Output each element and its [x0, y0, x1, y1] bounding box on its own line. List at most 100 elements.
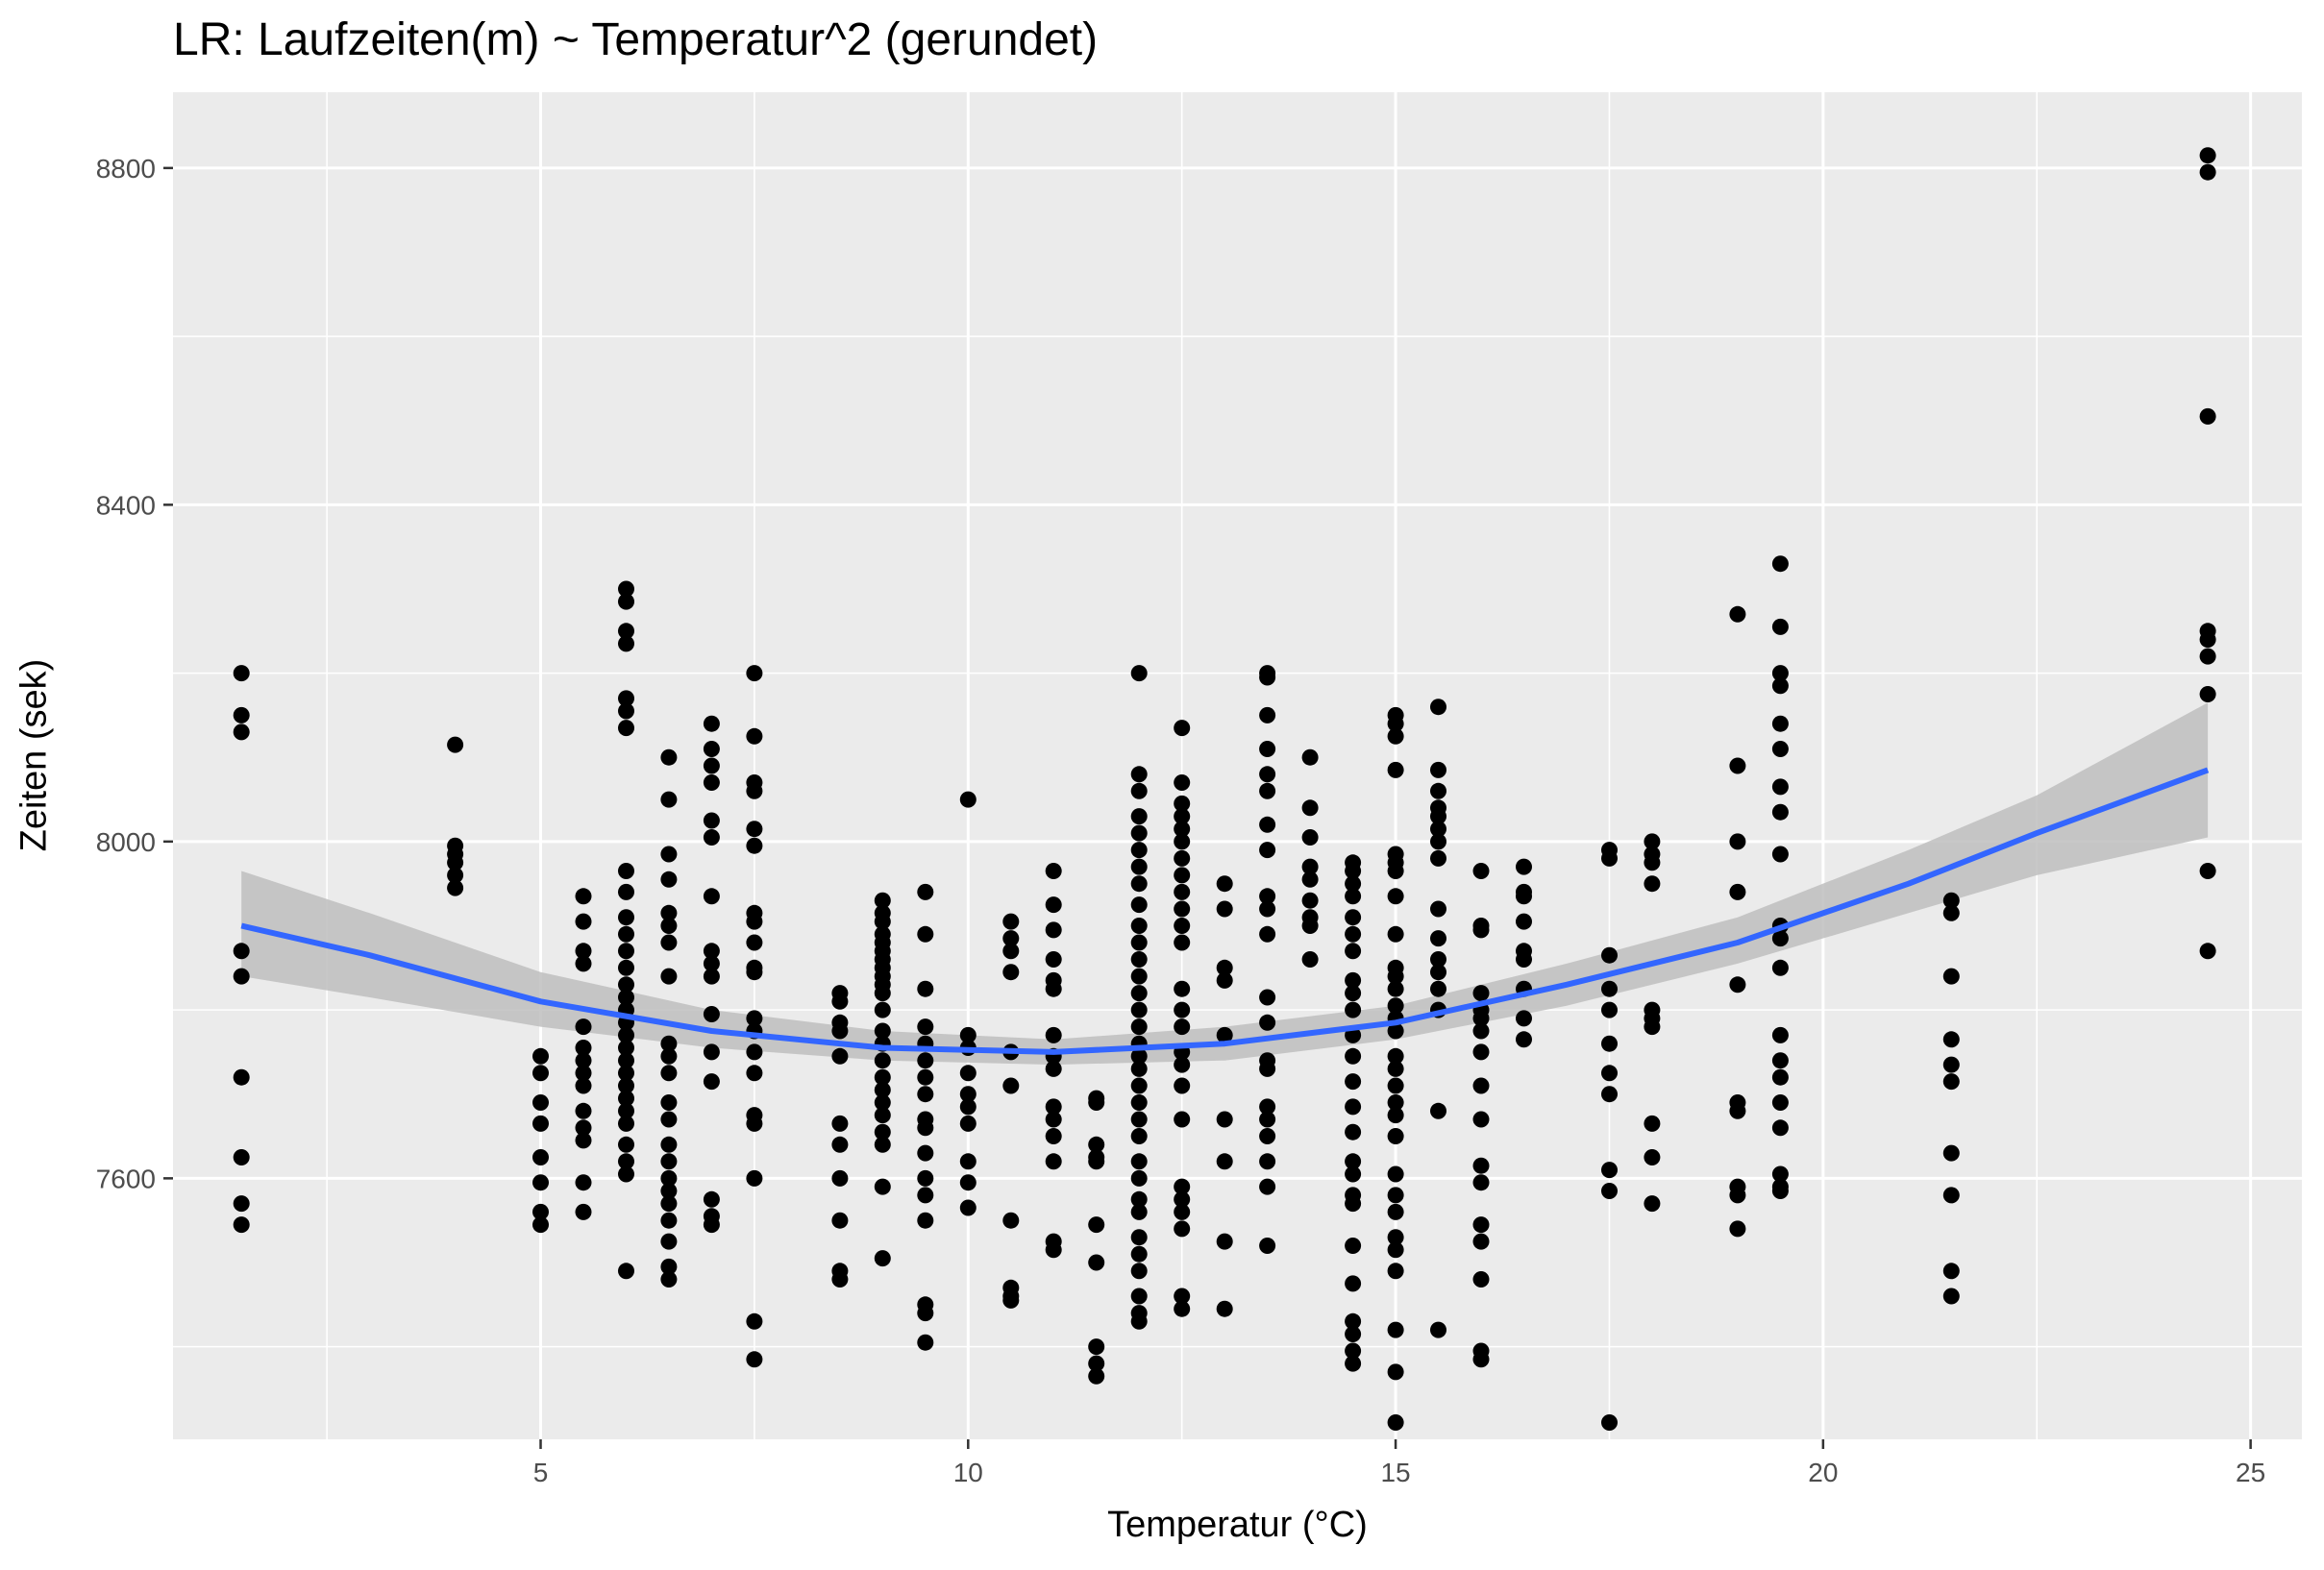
- data-point: [575, 1174, 592, 1191]
- data-point: [746, 727, 763, 745]
- data-point: [703, 715, 720, 732]
- data-point: [1088, 1216, 1105, 1234]
- data-point: [1002, 913, 1020, 930]
- data-point: [1430, 808, 1446, 825]
- data-point: [1130, 808, 1148, 825]
- data-point: [874, 1136, 891, 1153]
- data-point: [532, 1115, 549, 1132]
- data-point: [917, 1334, 934, 1351]
- data-point: [874, 1022, 891, 1040]
- data-point: [1174, 1178, 1191, 1195]
- data-point: [1771, 1026, 1789, 1043]
- data-point: [1387, 1077, 1404, 1094]
- data-point: [1771, 1052, 1789, 1069]
- data-point: [746, 964, 763, 981]
- data-point: [1472, 1043, 1490, 1061]
- data-point: [1345, 1238, 1362, 1254]
- y-tick-label: 8800: [96, 154, 156, 184]
- data-point: [917, 883, 934, 900]
- data-point: [660, 748, 678, 766]
- data-point: [1729, 1102, 1746, 1119]
- data-point: [874, 1052, 891, 1069]
- data-point: [1644, 833, 1661, 850]
- data-point: [575, 1119, 592, 1137]
- data-point: [2199, 147, 2216, 164]
- data-point: [746, 913, 763, 930]
- data-point: [1345, 1153, 1362, 1170]
- data-point: [1729, 1220, 1746, 1238]
- data-point: [831, 1115, 849, 1132]
- data-point: [233, 1068, 250, 1086]
- data-point: [1345, 1047, 1362, 1065]
- data-point: [1130, 934, 1148, 951]
- data-point: [575, 913, 592, 930]
- data-point: [2199, 163, 2216, 181]
- data-point: [532, 1047, 549, 1065]
- data-point: [660, 791, 678, 808]
- data-point: [660, 1065, 678, 1082]
- data-point: [1387, 1094, 1404, 1111]
- data-point: [618, 959, 634, 976]
- data-point: [1301, 871, 1319, 888]
- data-point: [1430, 761, 1446, 778]
- data-point: [874, 985, 891, 1002]
- data-point: [1387, 1414, 1404, 1431]
- data-point: [2199, 686, 2216, 702]
- data-point: [1130, 1312, 1148, 1330]
- data-point: [233, 1216, 250, 1234]
- data-point: [703, 774, 720, 791]
- data-point: [1942, 1187, 1960, 1204]
- data-point: [1301, 829, 1319, 846]
- data-point: [746, 821, 763, 838]
- data-point: [1259, 900, 1276, 918]
- data-point: [746, 665, 763, 682]
- data-point: [1130, 1169, 1148, 1187]
- data-point: [1345, 1326, 1362, 1342]
- data-point: [233, 943, 250, 960]
- data-point: [874, 892, 891, 909]
- data-point: [917, 980, 934, 997]
- data-point: [575, 1018, 592, 1036]
- data-point: [1644, 854, 1661, 871]
- data-point: [1174, 720, 1191, 737]
- data-point: [1601, 1035, 1618, 1052]
- data-point: [1430, 900, 1446, 918]
- data-point: [703, 888, 720, 905]
- data-point: [618, 635, 634, 652]
- data-point: [1045, 1241, 1062, 1259]
- data-point: [1259, 1111, 1276, 1128]
- data-point: [660, 1271, 678, 1288]
- data-point: [532, 1094, 549, 1111]
- data-point: [1472, 1216, 1490, 1234]
- data-point: [1387, 1263, 1404, 1280]
- data-point: [660, 1195, 678, 1213]
- data-point: [1174, 934, 1191, 951]
- data-point: [1045, 896, 1062, 914]
- data-point: [660, 968, 678, 985]
- data-point: [1601, 1183, 1618, 1199]
- data-point: [874, 1081, 891, 1098]
- data-point: [1601, 946, 1618, 964]
- data-point: [618, 1026, 634, 1043]
- data-point: [1345, 925, 1362, 943]
- data-point: [1942, 1263, 1960, 1280]
- data-point: [1644, 1115, 1661, 1132]
- data-point: [1345, 971, 1362, 989]
- data-point: [1472, 1174, 1490, 1191]
- data-point: [1387, 1022, 1404, 1040]
- data-point: [618, 702, 634, 720]
- data-point: [1729, 757, 1746, 774]
- data-point: [1045, 1098, 1062, 1116]
- data-point: [1942, 1288, 1960, 1305]
- data-point: [1345, 1073, 1362, 1091]
- data-point: [1045, 1128, 1062, 1144]
- data-point: [831, 1169, 849, 1187]
- data-point: [1472, 1022, 1490, 1040]
- data-point: [1216, 1233, 1233, 1250]
- x-tick-label: 15: [1380, 1458, 1410, 1487]
- data-point: [1345, 863, 1362, 879]
- data-point: [1942, 904, 1960, 921]
- data-point: [1259, 842, 1276, 859]
